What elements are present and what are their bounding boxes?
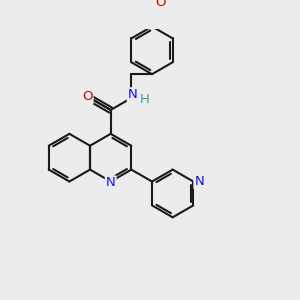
Text: N: N — [128, 88, 138, 101]
Text: O: O — [155, 0, 165, 9]
Text: N: N — [194, 175, 204, 188]
Text: H: H — [140, 93, 150, 106]
Text: O: O — [82, 90, 93, 103]
Text: N: N — [106, 176, 116, 189]
